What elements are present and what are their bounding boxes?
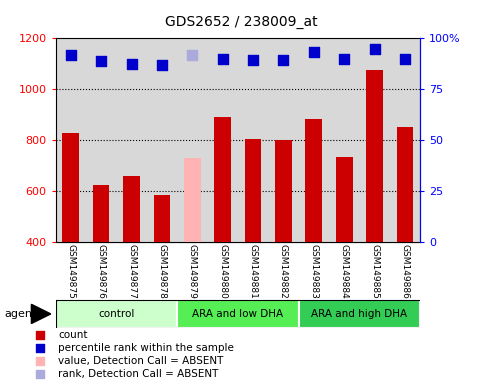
Text: GSM149879: GSM149879 bbox=[188, 244, 197, 298]
Bar bbox=[62, 132, 79, 242]
Point bbox=[36, 358, 43, 364]
Bar bbox=[305, 119, 322, 242]
Point bbox=[280, 57, 287, 63]
Text: GSM149882: GSM149882 bbox=[279, 244, 288, 298]
Point bbox=[36, 345, 43, 351]
Bar bbox=[275, 140, 292, 242]
Text: GSM149883: GSM149883 bbox=[309, 244, 318, 298]
Bar bbox=[56, 300, 177, 328]
Bar bbox=[366, 70, 383, 242]
Text: ARA and low DHA: ARA and low DHA bbox=[192, 309, 284, 319]
Text: rank, Detection Call = ABSENT: rank, Detection Call = ABSENT bbox=[58, 369, 218, 379]
Bar bbox=[336, 157, 353, 242]
Text: GSM149886: GSM149886 bbox=[400, 244, 410, 298]
Polygon shape bbox=[31, 304, 51, 323]
Text: agent: agent bbox=[5, 309, 37, 319]
Point bbox=[219, 56, 227, 62]
Text: GSM149875: GSM149875 bbox=[66, 244, 75, 298]
Bar bbox=[245, 139, 261, 242]
Text: GSM149877: GSM149877 bbox=[127, 244, 136, 298]
Point bbox=[36, 371, 43, 377]
Text: ARA and high DHA: ARA and high DHA bbox=[312, 309, 408, 319]
Bar bbox=[298, 300, 420, 328]
Bar bbox=[177, 300, 298, 328]
Point bbox=[401, 56, 409, 62]
Text: GSM149885: GSM149885 bbox=[370, 244, 379, 298]
Bar bbox=[123, 176, 140, 242]
Text: GSM149880: GSM149880 bbox=[218, 244, 227, 298]
Point bbox=[371, 46, 379, 52]
Point bbox=[36, 332, 43, 338]
Text: percentile rank within the sample: percentile rank within the sample bbox=[58, 343, 234, 353]
Point bbox=[341, 56, 348, 62]
Bar bbox=[93, 185, 110, 242]
Point bbox=[97, 58, 105, 65]
Point bbox=[158, 62, 166, 68]
Point bbox=[249, 57, 257, 63]
Point bbox=[67, 52, 74, 58]
Point bbox=[188, 52, 196, 58]
Text: count: count bbox=[58, 330, 87, 340]
Text: value, Detection Call = ABSENT: value, Detection Call = ABSENT bbox=[58, 356, 224, 366]
Point bbox=[310, 49, 318, 55]
Bar bbox=[154, 195, 170, 242]
Bar bbox=[184, 158, 200, 242]
Point bbox=[128, 61, 135, 67]
Text: control: control bbox=[98, 309, 134, 319]
Bar bbox=[214, 117, 231, 242]
Text: GSM149884: GSM149884 bbox=[340, 244, 349, 298]
Text: GSM149876: GSM149876 bbox=[97, 244, 106, 298]
Bar bbox=[397, 127, 413, 242]
Text: GDS2652 / 238009_at: GDS2652 / 238009_at bbox=[165, 15, 318, 29]
Text: GSM149881: GSM149881 bbox=[249, 244, 257, 298]
Text: GSM149878: GSM149878 bbox=[157, 244, 167, 298]
